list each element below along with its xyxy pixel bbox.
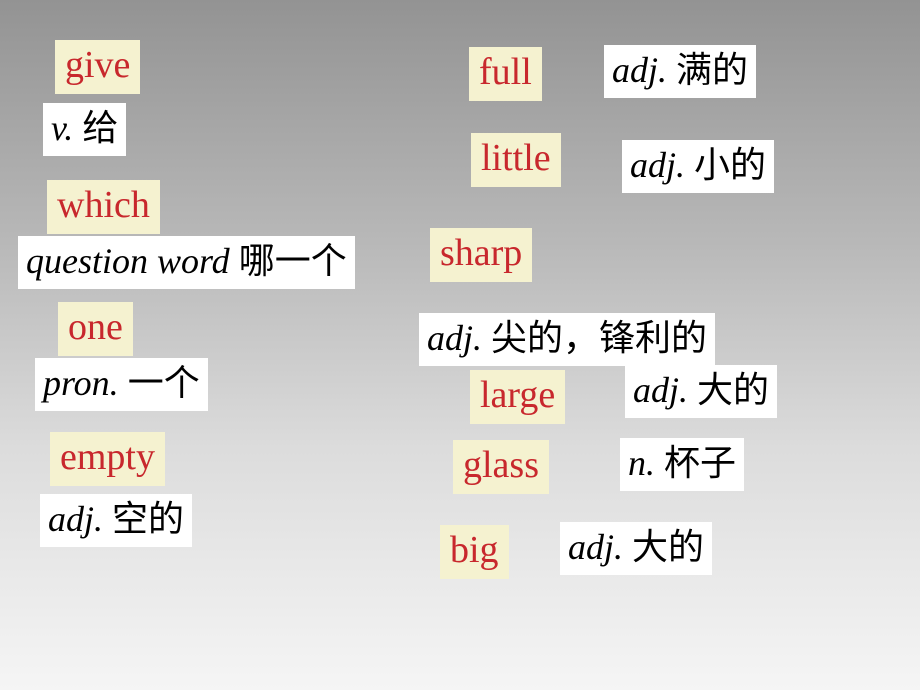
def-little: adj. 小的 xyxy=(622,140,774,193)
pos-little: adj. xyxy=(630,145,685,185)
cn-little: 小的 xyxy=(694,145,766,185)
word-which: which xyxy=(47,180,160,234)
word-large: large xyxy=(470,370,565,424)
pos-big: adj. xyxy=(568,527,623,567)
pos-sharp: adj. xyxy=(427,318,482,358)
pos-give: v. xyxy=(51,108,73,148)
cn-give: 给 xyxy=(82,108,118,148)
def-one: pron. 一个 xyxy=(35,358,208,411)
word-big: big xyxy=(440,525,509,579)
def-full: adj. 满的 xyxy=(604,45,756,98)
def-large: adj. 大的 xyxy=(625,365,777,418)
word-give: give xyxy=(55,40,140,94)
cn-one: 一个 xyxy=(128,363,200,403)
def-big: adj. 大的 xyxy=(560,522,712,575)
def-give: v. 给 xyxy=(43,103,126,156)
def-sharp: adj. 尖的，锋利的 xyxy=(419,313,715,366)
pos-glass: n. xyxy=(628,443,655,483)
cn-big: 大的 xyxy=(632,527,704,567)
cn-which: 哪一个 xyxy=(239,241,347,281)
word-sharp: sharp xyxy=(430,228,532,282)
def-glass: n. 杯子 xyxy=(620,438,744,491)
pos-one: pron. xyxy=(43,363,119,403)
cn-empty: 空的 xyxy=(112,499,184,539)
word-full: full xyxy=(469,47,542,101)
pos-empty: adj. xyxy=(48,499,103,539)
word-empty: empty xyxy=(50,432,165,486)
word-glass: glass xyxy=(453,440,549,494)
pos-which: question word xyxy=(26,241,230,281)
cn-full: 满的 xyxy=(676,50,748,90)
cn-large: 大的 xyxy=(697,370,769,410)
def-which: question word 哪一个 xyxy=(18,236,355,289)
pos-full: adj. xyxy=(612,50,667,90)
pos-large: adj. xyxy=(633,370,688,410)
def-empty: adj. 空的 xyxy=(40,494,192,547)
word-one: one xyxy=(58,302,133,356)
cn-sharp: 尖的，锋利的 xyxy=(491,318,707,358)
cn-glass: 杯子 xyxy=(664,443,736,483)
word-little: little xyxy=(471,133,561,187)
